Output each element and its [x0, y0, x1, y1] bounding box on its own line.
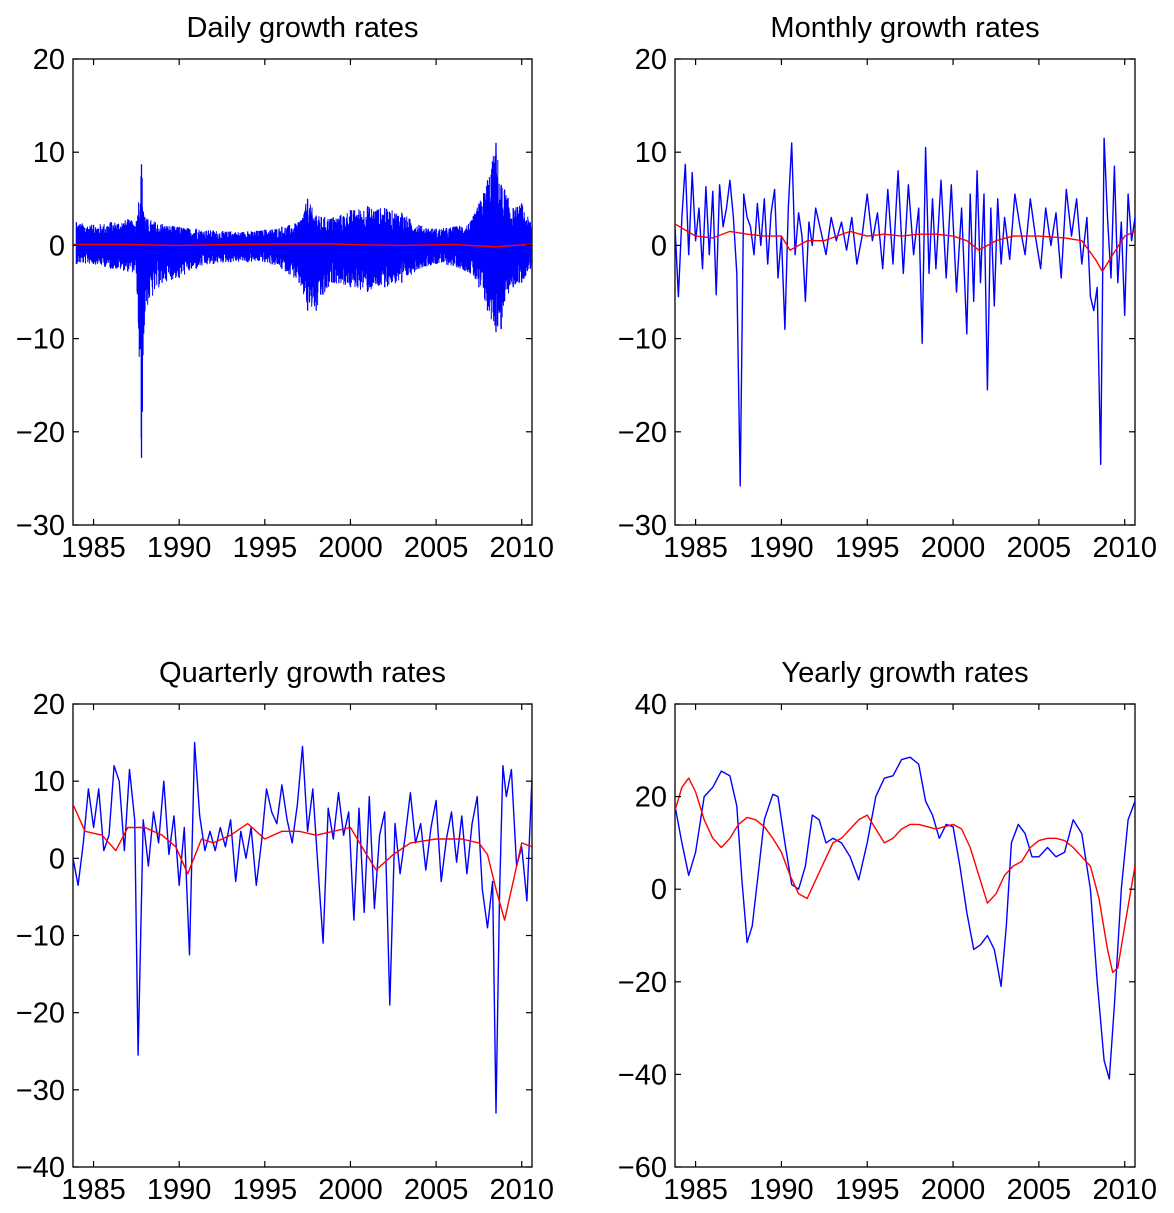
y-tick-label: −10 [16, 324, 65, 356]
plot-frame [72, 703, 533, 1168]
y-tick-label: 0 [49, 843, 65, 875]
x-tick-label: 1995 [835, 1174, 900, 1206]
series-line-0 [675, 137, 1135, 487]
y-tick-label: 20 [33, 689, 65, 721]
y-tick-label: 0 [49, 230, 65, 262]
x-tick-label: 2000 [921, 532, 986, 564]
y-tick-label: 20 [635, 782, 667, 814]
y-tick-label: 0 [651, 230, 667, 262]
x-tick-label: 2000 [318, 1174, 383, 1206]
y-tick-label: −20 [618, 967, 667, 999]
y-tick-label: −40 [16, 1152, 65, 1184]
y-tick-label: −60 [618, 1152, 667, 1184]
series-line-0 [675, 756, 1135, 1080]
x-tick-label: 1985 [663, 1174, 728, 1206]
chart-title: Monthly growth rates [770, 12, 1039, 44]
series-group [73, 142, 532, 458]
series-line-1 [675, 777, 1135, 974]
y-tick-label: 10 [33, 137, 65, 169]
x-tick-label: 2000 [318, 532, 383, 564]
series-group [73, 741, 532, 1114]
panel-quarterly: 1985 1990 1995 2000 2005 201020100−10−20−30−4… [16, 657, 554, 1206]
y-tick-label: −10 [618, 324, 667, 356]
chart-title: Yearly growth rates [781, 657, 1028, 689]
y-tick-label: −20 [16, 417, 65, 449]
x-tick-label: 1990 [749, 532, 814, 564]
x-tick-label: 1985 [61, 532, 126, 564]
x-tick-label: 2010 [489, 532, 554, 564]
y-tick-label: 10 [33, 766, 65, 798]
series-line-1 [675, 223, 1135, 273]
series-group [675, 137, 1135, 487]
y-tick-label: −20 [16, 998, 65, 1030]
y-tick-label: 0 [651, 874, 667, 906]
x-tick-label: 1985 [663, 532, 728, 564]
y-tick-label: −40 [618, 1059, 667, 1091]
y-tick-label: −30 [16, 1075, 65, 1107]
x-tick-label: 2005 [1007, 1174, 1072, 1206]
panel-yearly: 1985 1990 1995 2000 2005 2010 40 20 0 −20 −40 −60 Ye… [618, 657, 1157, 1206]
x-tick-label: 1990 [749, 1174, 814, 1206]
x-tick-label: 2010 [489, 1174, 554, 1206]
plot-frame [674, 58, 1136, 526]
series-line-1 [73, 804, 532, 921]
plot-frame [674, 703, 1136, 1168]
x-tick-label: 2005 [404, 532, 469, 564]
y-tick-label: −30 [618, 510, 667, 542]
chart-title: Daily growth rates [186, 12, 418, 44]
x-tick-label: 1995 [233, 532, 298, 564]
y-tick-label: −30 [16, 510, 65, 542]
x-tick-label: 2010 [1092, 532, 1157, 564]
x-tick-label: 1990 [147, 532, 212, 564]
series-line-1 [73, 243, 532, 248]
panel-monthly: 1985 1990 1995 2000 2005 201020100−10−20−30Mo… [618, 12, 1157, 564]
x-tick-label: 1990 [147, 1174, 212, 1206]
x-tick-label: 2000 [921, 1174, 986, 1206]
x-tick-label: 1985 [61, 1174, 126, 1206]
y-tick-label: 40 [635, 689, 667, 721]
y-tick-label: −20 [618, 417, 667, 449]
y-tick-label: −10 [16, 921, 65, 953]
y-tick-label: 10 [635, 137, 667, 169]
x-tick-label: 2005 [1007, 532, 1072, 564]
x-tick-label: 1995 [835, 532, 900, 564]
y-tick-label: 20 [635, 44, 667, 76]
chart-title: Quarterly growth rates [159, 657, 446, 689]
series-line-0 [73, 741, 532, 1114]
y-tick-label: 20 [33, 44, 65, 76]
x-tick-label: 2010 [1092, 1174, 1157, 1206]
x-tick-label: 2005 [404, 1174, 469, 1206]
x-tick-label: 1995 [233, 1174, 298, 1206]
series-group [675, 756, 1135, 1080]
panel-daily: 1985 1990 1995 2000 2005 201020100−10−20−30Da… [16, 12, 554, 564]
